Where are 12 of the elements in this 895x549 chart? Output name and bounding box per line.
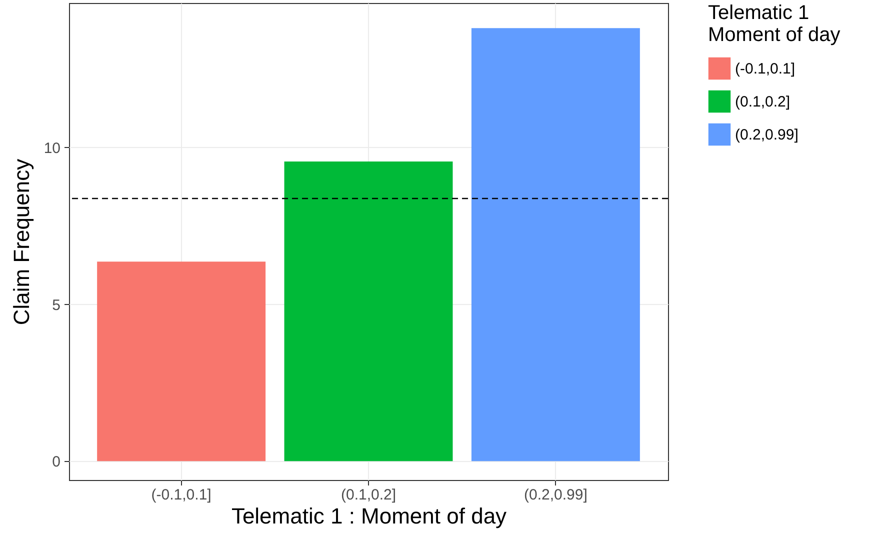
y-tick-label: 10 bbox=[44, 140, 60, 157]
x-tick-label: (-0.1,0.1] bbox=[151, 486, 212, 504]
legend-label: (-0.1,0.1] bbox=[735, 60, 796, 78]
x-tick-label: (0.1,0.2] bbox=[340, 486, 396, 504]
legend-label: (0.2,0.99] bbox=[735, 126, 798, 144]
legend-label: (0.1,0.2] bbox=[735, 94, 790, 110]
x-tick-label: (0.2,0.99] bbox=[524, 486, 588, 504]
y-tick-label: 5 bbox=[52, 296, 60, 314]
y-axis-title: Claim Frequency bbox=[8, 158, 34, 326]
y-tick-label: 0 bbox=[52, 454, 60, 471]
legend-title: Telematic 1 Moment of day bbox=[708, 2, 840, 46]
x-axis-title: Telematic 1 : Moment of day bbox=[231, 504, 507, 528]
